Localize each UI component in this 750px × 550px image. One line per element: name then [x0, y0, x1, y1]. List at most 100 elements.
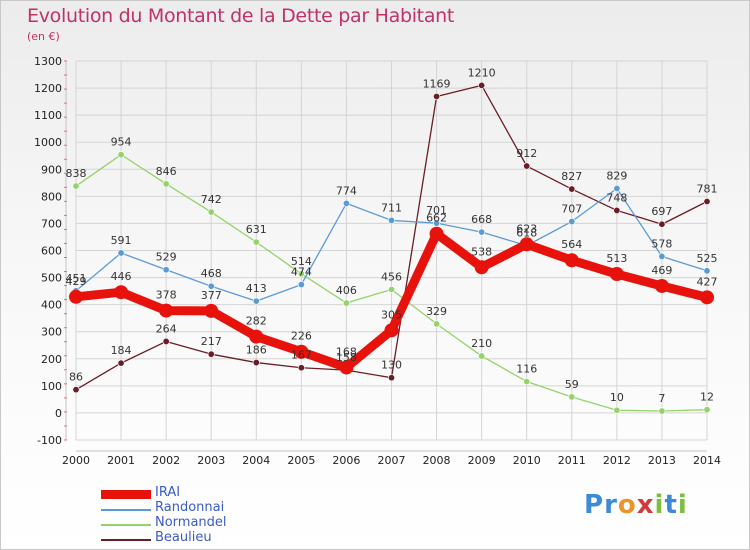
- data-label-normandel: 329: [426, 305, 447, 318]
- data-label-randonnai: 774: [336, 184, 357, 197]
- y-tick-label: -100: [37, 434, 62, 447]
- legend-label-randonnai: Randonnai: [155, 500, 225, 515]
- data-label-irai: 662: [426, 212, 447, 225]
- data-label-randonnai: 829: [606, 170, 627, 183]
- data-label-beaulieu: 827: [561, 170, 582, 183]
- data-label-normandel: 456: [381, 270, 402, 283]
- data-label-randonnai: 701: [426, 204, 447, 217]
- data-label-randonnai: 707: [561, 203, 582, 216]
- data-label-beaulieu: 167: [291, 349, 312, 362]
- data-label-irai: 538: [471, 245, 492, 258]
- data-label-normandel: 116: [516, 363, 537, 376]
- data-label-irai: 305: [381, 308, 402, 321]
- chart-title: Evolution du Montant de la Dette par Hab…: [27, 5, 455, 27]
- data-point-randonnai: [658, 252, 666, 260]
- data-label-beaulieu: 697: [651, 205, 672, 218]
- x-tick-label: 2003: [197, 454, 225, 467]
- data-point-beaulieu: [523, 162, 531, 170]
- data-point-normandel: [478, 352, 486, 360]
- y-tick-label: 1100: [34, 109, 62, 122]
- data-point-normandel: [433, 320, 441, 328]
- data-label-irai: 378: [156, 289, 177, 302]
- data-point-irai: [609, 267, 624, 282]
- data-label-normandel: 59: [565, 378, 579, 391]
- logo-letter: r: [604, 490, 618, 520]
- data-point-beaulieu: [478, 81, 486, 89]
- x-tick-label: 2002: [152, 454, 180, 467]
- data-label-irai: 282: [246, 315, 267, 328]
- data-point-irai: [204, 303, 219, 318]
- x-tick-label: 2009: [468, 454, 496, 467]
- data-label-randonnai: 525: [697, 252, 718, 265]
- data-label-normandel: 631: [246, 223, 267, 236]
- y-tick-label: 300: [41, 326, 62, 339]
- data-label-beaulieu: 1210: [468, 66, 496, 79]
- data-label-irai: 564: [561, 238, 582, 251]
- x-tick-label: 2007: [378, 454, 406, 467]
- data-point-normandel: [387, 285, 395, 293]
- data-label-beaulieu: 217: [201, 335, 222, 348]
- data-point-beaulieu: [387, 374, 395, 382]
- data-point-normandel: [117, 151, 125, 159]
- data-label-randonnai: 474: [291, 266, 312, 279]
- data-label-beaulieu: 912: [516, 147, 537, 160]
- data-point-irai: [700, 290, 714, 305]
- legend-swatch-randonnai: [101, 509, 151, 511]
- data-point-randonnai: [207, 282, 215, 290]
- data-label-randonnai: 529: [156, 251, 177, 264]
- legend-label-normandel: Normandel: [155, 515, 227, 530]
- data-point-normandel: [703, 406, 711, 414]
- data-point-irai: [69, 289, 83, 304]
- data-point-normandel: [162, 180, 170, 188]
- logo-letter: o: [617, 490, 637, 520]
- x-tick-label: 2013: [648, 454, 676, 467]
- x-tick-label: 2011: [558, 454, 586, 467]
- y-tick-label: 900: [41, 163, 62, 176]
- y-tick-label: 800: [41, 190, 62, 203]
- data-point-normandel: [297, 270, 305, 278]
- y-tick-label: 200: [41, 353, 62, 366]
- data-point-beaulieu: [613, 206, 621, 214]
- y-axis-ticks: -100 0 100 200 300 400 500 600 700 800 900 1000 1100…: [34, 55, 62, 447]
- y-tick-label: 500: [41, 272, 62, 285]
- x-tick-label: 2008: [423, 454, 451, 467]
- x-axis-ticks: 2000 2001 2002 2003 2004 2005 2006 2007 2008 2009…: [62, 454, 721, 467]
- data-point-normandel: [252, 238, 260, 246]
- x-tick-label: 2005: [287, 454, 315, 467]
- data-point-randonnai: [433, 219, 441, 227]
- data-label-beaulieu: 158: [336, 351, 357, 364]
- data-label-normandel: 7: [658, 392, 665, 405]
- data-label-beaulieu: 130: [381, 359, 402, 372]
- data-label-beaulieu: 264: [156, 322, 177, 335]
- data-point-randonnai: [613, 185, 621, 193]
- data-point-randonnai: [703, 267, 711, 275]
- data-label-irai: 446: [111, 270, 132, 283]
- y-tick-label: 100: [41, 380, 62, 393]
- data-label-randonnai: 618: [516, 227, 537, 240]
- data-label-randonnai: 668: [471, 213, 492, 226]
- data-point-randonnai: [568, 218, 576, 226]
- data-label-irai: 513: [606, 252, 627, 265]
- data-point-randonnai: [252, 297, 260, 305]
- legend-swatch-normandel: [101, 524, 151, 526]
- data-point-beaulieu: [252, 359, 260, 367]
- logo-letter: t: [664, 490, 678, 520]
- data-point-irai: [474, 260, 489, 275]
- data-label-beaulieu: 1169: [423, 77, 451, 90]
- data-label-beaulieu: 186: [246, 344, 267, 357]
- data-point-irai: [654, 278, 669, 293]
- data-point-normandel: [568, 393, 576, 401]
- legend-label-beaulieu: Beaulieu: [155, 530, 212, 545]
- data-point-normandel: [523, 378, 531, 386]
- data-point-randonnai: [478, 228, 486, 236]
- data-point-irai: [294, 344, 309, 359]
- data-label-randonnai: 451: [66, 272, 87, 285]
- data-label-beaulieu: 184: [111, 344, 132, 357]
- data-label-beaulieu: 748: [606, 191, 627, 204]
- y-tick-label: 600: [41, 245, 62, 258]
- data-point-randonnai: [342, 199, 350, 207]
- y-tick-label: 400: [41, 299, 62, 312]
- data-point-beaulieu: [297, 364, 305, 372]
